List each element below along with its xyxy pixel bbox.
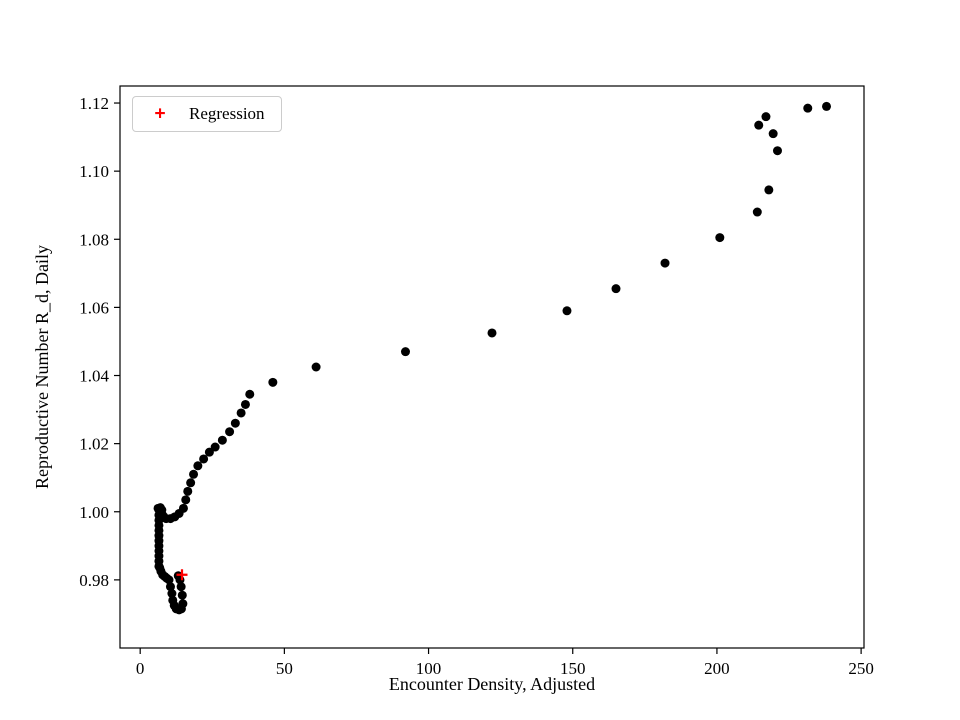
x-axis-label: Encounter Density, Adjusted xyxy=(388,674,596,694)
svg-text:1.00: 1.00 xyxy=(79,503,109,522)
svg-text:1.12: 1.12 xyxy=(79,94,109,113)
svg-text:0: 0 xyxy=(136,659,145,678)
svg-text:250: 250 xyxy=(848,659,874,678)
svg-text:50: 50 xyxy=(276,659,293,678)
legend: + Regression xyxy=(132,96,282,132)
legend-label: Regression xyxy=(189,104,265,123)
y-axis-label: Reproductive Number R_d, Daily xyxy=(32,245,52,489)
svg-text:150: 150 xyxy=(560,659,586,678)
svg-text:1.06: 1.06 xyxy=(79,298,109,317)
svg-text:200: 200 xyxy=(704,659,730,678)
svg-text:100: 100 xyxy=(416,659,442,678)
svg-text:1.08: 1.08 xyxy=(79,230,109,249)
plus-marker-icon: + xyxy=(154,103,166,124)
svg-text:1.04: 1.04 xyxy=(79,367,109,386)
svg-text:1.02: 1.02 xyxy=(79,435,109,454)
svg-text:0.98: 0.98 xyxy=(79,571,109,590)
svg-text:1.10: 1.10 xyxy=(79,162,109,181)
